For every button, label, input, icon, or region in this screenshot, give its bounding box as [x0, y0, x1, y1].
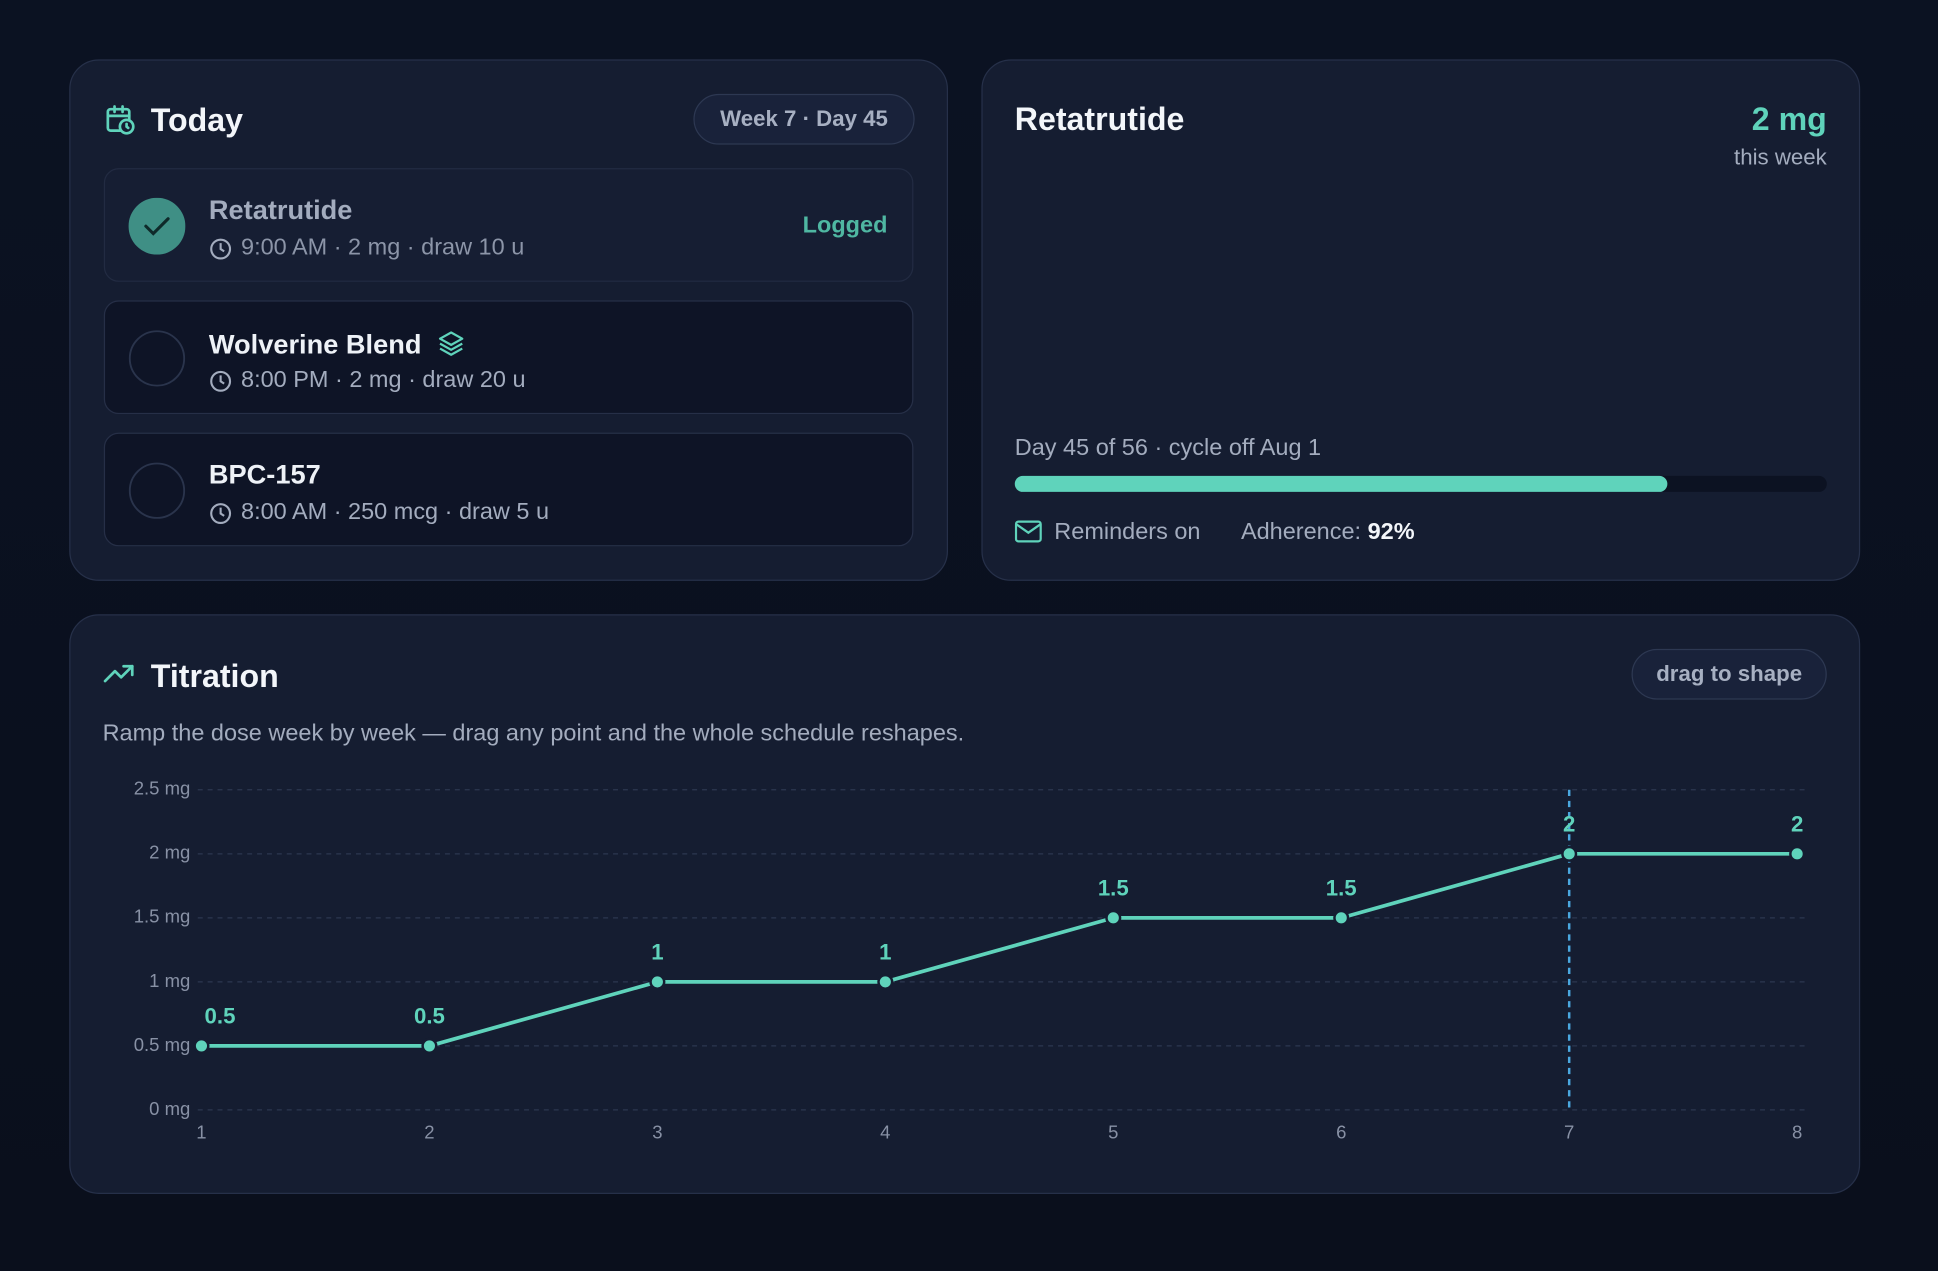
dose-details: 8:00 AM · 250 mcg · draw 5 u — [241, 499, 550, 526]
blend-icon — [439, 331, 464, 356]
dose-row[interactable]: Wolverine Blend 8:00 PM · 2 mg · draw 20… — [103, 300, 914, 415]
dose-point[interactable] — [193, 1037, 210, 1054]
x-tick-label: 4 — [880, 1121, 890, 1142]
drag-badge: drag to shape — [1631, 648, 1827, 700]
data-label: 1.5 — [1326, 875, 1357, 900]
dose-point[interactable] — [877, 973, 894, 990]
clock-icon — [210, 238, 232, 260]
progress-fill — [1014, 475, 1668, 492]
progress-track — [1014, 475, 1827, 492]
summary-panel: Retatrutide 2 mg this week Day 45 of 56 … — [981, 59, 1861, 581]
dose-line — [201, 851, 1798, 1048]
data-label: 1 — [879, 939, 891, 964]
dose-details: 8:00 PM · 2 mg · draw 20 u — [241, 367, 526, 394]
dose-caption: this week — [1734, 144, 1827, 170]
data-label: 2 — [1563, 811, 1575, 836]
dose-point[interactable] — [1789, 845, 1806, 862]
x-tick-label: 2 — [424, 1121, 434, 1142]
x-tick-label: 1 — [196, 1121, 206, 1142]
weekly-dose: 2 mg — [1751, 100, 1827, 138]
dose-name-text: Wolverine Blend — [208, 328, 422, 360]
mail-icon — [1014, 520, 1042, 543]
x-tick-label: 8 — [1792, 1121, 1802, 1142]
adherence: Adherence: 92% — [1241, 520, 1415, 543]
dose-name: Wolverine Blend — [209, 329, 466, 359]
data-label: 0.5 — [205, 1003, 236, 1028]
dose-point[interactable] — [649, 973, 666, 990]
dose-point[interactable] — [1105, 909, 1122, 926]
panel-title: Today — [150, 101, 244, 139]
x-tick-label: 3 — [652, 1121, 662, 1142]
y-tick-label: 2.5 mg — [134, 778, 191, 799]
dose-point[interactable] — [1561, 845, 1578, 862]
y-tick-label: 1.5 mg — [134, 906, 191, 927]
unlogged-circle[interactable] — [128, 462, 186, 519]
dose-row[interactable]: Retatrutide 9:00 AM · 2 mg · draw 10 u L… — [103, 168, 914, 282]
dose-point[interactable] — [1333, 909, 1350, 926]
dose-name: BPC-157 — [208, 458, 321, 490]
calendar-icon — [106, 105, 135, 135]
dose-name: Retatrutide — [208, 194, 353, 225]
clock-icon — [210, 503, 232, 525]
cycle-label: Day 45 of 56 · cycle off Aug 1 — [1014, 435, 1322, 462]
unlogged-circle[interactable] — [128, 330, 186, 387]
dose-status: Logged — [802, 212, 888, 239]
chart-title: Titration — [150, 657, 279, 695]
week-badge: Week 7 · Day 45 — [693, 93, 915, 145]
data-label: 2 — [1791, 811, 1803, 836]
reminders[interactable]: Reminders on — [1054, 519, 1201, 546]
dose-point[interactable] — [421, 1037, 438, 1054]
adherence-label: Adherence: — [1240, 519, 1362, 546]
x-tick-label: 5 — [1108, 1121, 1118, 1142]
logged-check — [128, 197, 186, 255]
titration-panel: Titration drag to shape Ramp the dose we… — [69, 614, 1861, 1194]
data-label: 0.5 — [414, 1003, 445, 1028]
x-tick-label: 7 — [1564, 1121, 1574, 1142]
y-tick-label: 1 mg — [149, 970, 190, 991]
chart-subtitle: Ramp the dose week by week — drag any po… — [102, 720, 965, 747]
y-tick-label: 0 mg — [149, 1098, 190, 1119]
dose-details: 9:00 AM · 2 mg · draw 10 u — [241, 234, 525, 261]
compound-title: Retatrutide — [1014, 100, 1185, 138]
clock-icon — [210, 370, 232, 392]
y-tick-label: 0.5 mg — [134, 1034, 191, 1055]
y-tick-label: 2 mg — [149, 842, 190, 863]
dose-row[interactable]: BPC-157 8:00 AM · 250 mcg · draw 5 u — [103, 432, 914, 547]
trend-icon — [103, 664, 134, 683]
data-label: 1.5 — [1098, 875, 1129, 900]
data-label: 1 — [651, 939, 663, 964]
x-tick-label: 6 — [1336, 1121, 1346, 1142]
adherence-value: 92% — [1367, 519, 1415, 546]
